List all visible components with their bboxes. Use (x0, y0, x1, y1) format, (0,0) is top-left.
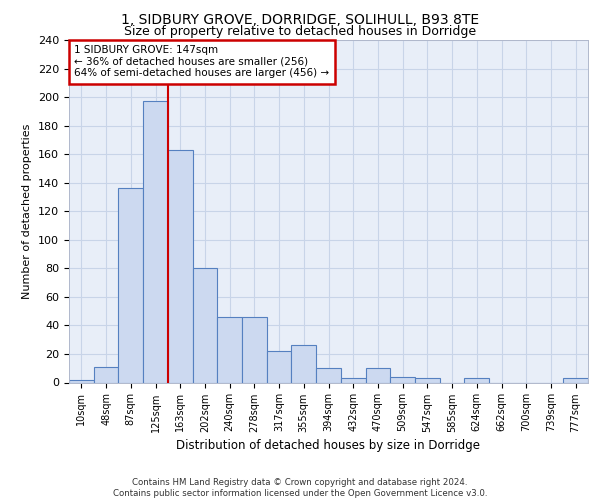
Bar (168, 150, 193, 382)
Bar (365, 368, 390, 382)
Bar (415, 378, 440, 382)
Bar (118, 188, 143, 382)
Bar (464, 378, 489, 382)
Bar (143, 102, 168, 382)
Text: 1, SIDBURY GROVE, DORRIDGE, SOLIHULL, B93 8TE: 1, SIDBURY GROVE, DORRIDGE, SOLIHULL, B9… (121, 12, 479, 26)
Bar (316, 368, 341, 382)
Bar (563, 378, 588, 382)
Y-axis label: Number of detached properties: Number of detached properties (22, 124, 32, 299)
Bar (390, 377, 415, 382)
Bar (217, 317, 242, 382)
Text: 1 SIDBURY GROVE: 147sqm
← 36% of detached houses are smaller (256)
64% of semi-d: 1 SIDBURY GROVE: 147sqm ← 36% of detache… (74, 45, 329, 78)
Text: Size of property relative to detached houses in Dorridge: Size of property relative to detached ho… (124, 25, 476, 38)
X-axis label: Distribution of detached houses by size in Dorridge: Distribution of detached houses by size … (176, 438, 481, 452)
Bar (69, 380, 94, 382)
Bar (267, 351, 292, 382)
Bar (94, 367, 118, 382)
Bar (242, 317, 267, 382)
Bar (341, 378, 365, 382)
Bar (292, 346, 316, 383)
Bar (193, 268, 217, 382)
Text: Contains HM Land Registry data © Crown copyright and database right 2024.
Contai: Contains HM Land Registry data © Crown c… (113, 478, 487, 498)
